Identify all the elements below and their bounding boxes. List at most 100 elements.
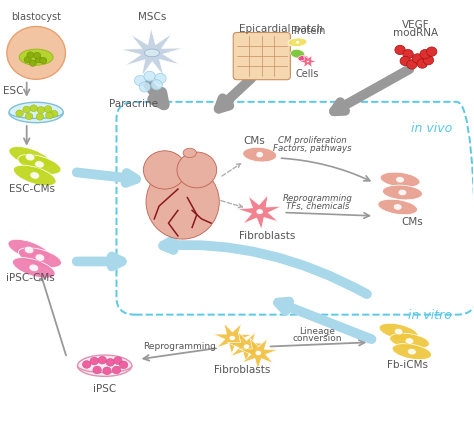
Polygon shape (300, 56, 317, 68)
Circle shape (93, 366, 101, 374)
Ellipse shape (8, 240, 50, 261)
Circle shape (27, 53, 34, 59)
Circle shape (119, 361, 128, 369)
Ellipse shape (229, 336, 236, 341)
Ellipse shape (145, 50, 159, 58)
Ellipse shape (380, 173, 420, 188)
Text: Lineage: Lineage (300, 326, 335, 335)
Circle shape (403, 50, 413, 60)
Ellipse shape (393, 204, 402, 211)
Circle shape (40, 58, 47, 65)
Circle shape (420, 50, 430, 60)
Text: ESC-CMs: ESC-CMs (9, 183, 55, 193)
Ellipse shape (378, 200, 418, 215)
Text: in vivo: in vivo (411, 122, 452, 135)
Circle shape (407, 60, 417, 70)
Text: CMs: CMs (243, 136, 265, 146)
Circle shape (400, 57, 410, 66)
Polygon shape (237, 196, 282, 230)
Text: in vitro: in vitro (408, 308, 452, 322)
Text: Fibroblasts: Fibroblasts (239, 231, 296, 241)
Circle shape (103, 367, 111, 375)
Circle shape (24, 58, 31, 64)
Circle shape (25, 114, 33, 121)
Text: Cells: Cells (295, 69, 319, 79)
Text: Factors, pathways: Factors, pathways (273, 144, 352, 153)
Ellipse shape (147, 50, 157, 58)
Circle shape (34, 53, 41, 60)
Ellipse shape (146, 165, 219, 239)
Ellipse shape (9, 147, 51, 168)
Ellipse shape (390, 334, 429, 349)
Text: Epicardial patch: Epicardial patch (239, 24, 324, 34)
Circle shape (29, 61, 36, 67)
Ellipse shape (9, 103, 64, 124)
Ellipse shape (19, 50, 53, 66)
Ellipse shape (77, 355, 132, 377)
Circle shape (106, 359, 115, 366)
Ellipse shape (298, 56, 309, 62)
Ellipse shape (256, 209, 264, 215)
Circle shape (16, 111, 23, 118)
Text: Reprogramming: Reprogramming (283, 194, 352, 203)
Polygon shape (239, 338, 278, 369)
Circle shape (35, 58, 42, 64)
Ellipse shape (29, 265, 38, 272)
Ellipse shape (307, 61, 309, 63)
Ellipse shape (12, 258, 55, 279)
Circle shape (114, 357, 122, 365)
Ellipse shape (295, 41, 300, 45)
Circle shape (44, 106, 52, 113)
Text: VEGF: VEGF (402, 20, 429, 30)
Ellipse shape (18, 155, 61, 175)
Circle shape (395, 46, 405, 55)
Ellipse shape (243, 148, 277, 163)
Circle shape (112, 366, 121, 374)
Ellipse shape (394, 328, 403, 335)
Ellipse shape (25, 154, 35, 161)
Text: iPSC-CMs: iPSC-CMs (6, 273, 55, 282)
Ellipse shape (405, 338, 414, 345)
Ellipse shape (18, 248, 62, 268)
Text: TFs, chemicals: TFs, chemicals (286, 201, 349, 210)
Circle shape (155, 74, 166, 84)
Polygon shape (120, 29, 183, 77)
Circle shape (139, 83, 151, 93)
Ellipse shape (35, 161, 44, 169)
FancyBboxPatch shape (233, 33, 291, 81)
Text: iPSC: iPSC (93, 383, 116, 393)
Circle shape (177, 153, 217, 188)
Polygon shape (213, 324, 252, 354)
Text: Reprogramming: Reprogramming (143, 341, 216, 350)
Ellipse shape (183, 149, 196, 158)
Circle shape (135, 76, 146, 86)
Text: Fibroblasts: Fibroblasts (214, 365, 270, 374)
Circle shape (7, 27, 65, 80)
Text: conversion: conversion (292, 333, 342, 342)
Circle shape (423, 56, 434, 66)
Text: Fb-iCMs: Fb-iCMs (387, 360, 428, 369)
Ellipse shape (288, 39, 307, 47)
Ellipse shape (383, 186, 422, 200)
Ellipse shape (396, 177, 404, 184)
Circle shape (417, 60, 428, 69)
Circle shape (37, 107, 45, 114)
Ellipse shape (392, 344, 432, 360)
Text: CM proliferation: CM proliferation (278, 136, 347, 145)
Text: modRNA: modRNA (393, 28, 438, 38)
Ellipse shape (408, 348, 416, 355)
Circle shape (36, 114, 44, 121)
Circle shape (427, 48, 437, 57)
Circle shape (50, 111, 58, 118)
Text: CMs: CMs (401, 216, 423, 226)
Text: Paracrine: Paracrine (109, 98, 157, 108)
Circle shape (151, 81, 162, 91)
Ellipse shape (398, 190, 407, 196)
Circle shape (90, 357, 99, 365)
Circle shape (144, 72, 155, 82)
Ellipse shape (24, 247, 34, 254)
Polygon shape (227, 332, 266, 363)
Circle shape (98, 357, 107, 364)
Text: MSCs: MSCs (138, 12, 166, 22)
Ellipse shape (379, 323, 418, 340)
